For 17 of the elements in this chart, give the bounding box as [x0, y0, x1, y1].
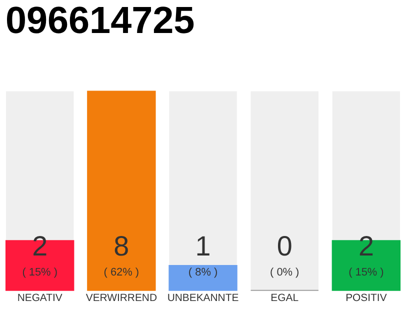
- data-label: 8: [114, 230, 130, 262]
- chart-title: 096614725: [5, 0, 195, 42]
- x-tick-label: NEGATIV: [17, 292, 62, 304]
- x-tick-label: EGAL: [270, 292, 299, 304]
- annotation: ( 8% ): [188, 266, 218, 278]
- annotation: ( 0% ): [270, 266, 300, 278]
- data-label: 2: [32, 230, 48, 262]
- bar: [168, 264, 238, 291]
- x-tick-label: POSITIV: [346, 292, 387, 304]
- x-tick-label: UNBEKANNTE: [167, 292, 239, 304]
- annotation: ( 15% ): [22, 266, 58, 278]
- x-tick-label: VERWIRREND: [86, 292, 158, 304]
- data-label: 2: [358, 230, 374, 262]
- data-label: 1: [195, 230, 211, 262]
- annotation: ( 62% ): [104, 266, 140, 278]
- data-label: 0: [276, 230, 292, 262]
- annotation: ( 15% ): [348, 266, 384, 278]
